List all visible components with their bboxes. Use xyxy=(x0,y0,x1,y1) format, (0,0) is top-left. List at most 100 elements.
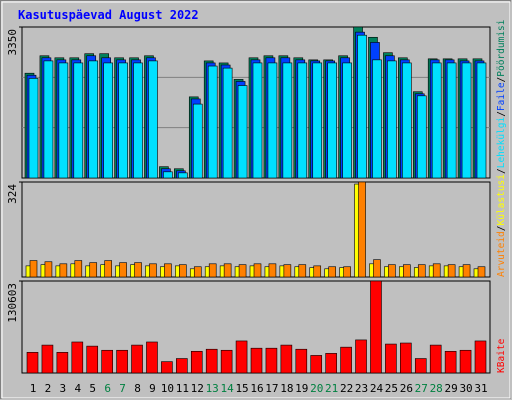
bar xyxy=(253,263,262,278)
x-tick-label: 5 xyxy=(89,382,96,395)
bar xyxy=(312,62,323,179)
x-tick-label: 20 xyxy=(310,382,323,395)
bar xyxy=(179,264,187,278)
x-tick-label: 12 xyxy=(191,382,204,395)
x-tick-label: 30 xyxy=(459,382,472,395)
bar xyxy=(250,347,263,374)
bar xyxy=(414,358,427,374)
x-tick-label: 9 xyxy=(149,382,156,395)
bar xyxy=(358,181,366,278)
bar xyxy=(280,344,293,374)
bar xyxy=(340,346,352,374)
x-tick-label: 25 xyxy=(385,382,398,395)
bar xyxy=(327,62,337,179)
bar xyxy=(119,262,127,278)
x-tick-label: 28 xyxy=(430,382,443,395)
bar xyxy=(86,345,99,374)
bar xyxy=(431,62,442,179)
bar xyxy=(461,62,472,179)
bar xyxy=(357,34,367,179)
y-tick-label: 3350 xyxy=(6,29,19,56)
x-tick-label: 11 xyxy=(176,382,189,395)
bar xyxy=(190,350,203,374)
bar xyxy=(29,260,38,278)
x-tick-label: 14 xyxy=(221,382,235,395)
x-tick-label: 6 xyxy=(104,382,111,395)
legend-entry: Faile xyxy=(496,82,507,111)
bar xyxy=(447,264,456,278)
bar xyxy=(373,259,381,278)
bar xyxy=(325,353,337,374)
bar xyxy=(388,264,396,278)
bar xyxy=(265,347,278,374)
x-tick-label: 15 xyxy=(235,382,248,395)
x-tick-label: 18 xyxy=(280,382,293,395)
bar xyxy=(237,85,248,179)
legend-entry: Arvuteid xyxy=(496,231,507,277)
bar xyxy=(131,344,143,374)
bar xyxy=(297,62,308,179)
bar xyxy=(193,266,202,278)
bar xyxy=(116,349,128,374)
bar xyxy=(44,261,53,278)
x-tick-label: 26 xyxy=(400,382,413,395)
bar xyxy=(444,350,457,374)
x-tick-label: 24 xyxy=(370,382,384,395)
bar xyxy=(238,264,247,278)
panel-bg xyxy=(21,181,491,278)
legend-entry: KBaite xyxy=(496,338,507,373)
x-tick-label: 23 xyxy=(355,382,368,395)
bar xyxy=(298,264,307,278)
x-tick-label: 1 xyxy=(30,382,37,395)
bar xyxy=(342,62,352,179)
bar xyxy=(73,62,84,179)
chart-title: Kasutuspäevad August 2022 xyxy=(18,8,199,22)
legend-separator: / xyxy=(496,111,507,117)
bar xyxy=(313,265,322,278)
bar xyxy=(476,62,487,179)
bar xyxy=(400,342,412,374)
bar xyxy=(205,348,218,374)
legend-separator: / xyxy=(496,226,507,232)
bar xyxy=(343,266,351,278)
x-tick-label: 27 xyxy=(415,382,428,395)
bar xyxy=(41,344,54,374)
bar xyxy=(118,62,128,179)
bar xyxy=(370,280,382,374)
bar xyxy=(220,349,233,374)
bar xyxy=(474,340,487,374)
bar xyxy=(58,62,69,179)
bar xyxy=(104,260,112,278)
bar xyxy=(101,349,113,374)
bar xyxy=(222,67,233,179)
bar xyxy=(402,62,412,179)
legend-entry: Lehekülgi xyxy=(496,117,507,169)
x-tick-label: 3 xyxy=(60,382,67,395)
legend-separator: / xyxy=(496,168,507,174)
bar xyxy=(223,263,232,278)
bar xyxy=(176,358,188,374)
bar xyxy=(149,263,157,278)
bar xyxy=(268,263,277,278)
legend-entry: Külastusi xyxy=(496,174,507,226)
x-tick-label: 22 xyxy=(340,382,353,395)
x-tick-label: 13 xyxy=(206,382,219,395)
bar xyxy=(477,266,486,278)
bar xyxy=(207,65,218,179)
bar xyxy=(208,263,217,278)
bar xyxy=(446,62,457,179)
bar xyxy=(429,344,442,374)
bar xyxy=(148,60,158,179)
x-tick-label: 2 xyxy=(45,382,52,395)
bar xyxy=(28,78,39,179)
bar xyxy=(387,60,397,179)
legend: Arvuteid/Külastusi/Lehekülgi/Faile/Pöörd… xyxy=(496,19,507,277)
bar xyxy=(163,171,173,179)
x-tick-label: 21 xyxy=(325,382,338,395)
x-tick-label: 19 xyxy=(295,382,308,395)
bar xyxy=(43,60,54,179)
bar xyxy=(235,340,248,374)
bar xyxy=(283,264,292,278)
